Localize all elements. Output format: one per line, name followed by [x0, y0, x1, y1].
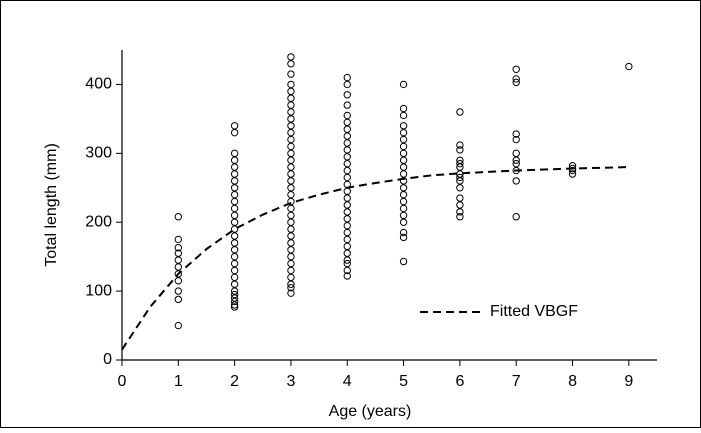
point: [399, 111, 408, 120]
x-tick-label: 1: [174, 373, 183, 390]
point: [512, 78, 520, 87]
point: [456, 108, 464, 116]
x-tick-label: 8: [568, 373, 577, 390]
point: [230, 301, 239, 309]
x-tick-label: 4: [343, 373, 352, 390]
point: [343, 91, 351, 99]
point: [568, 170, 577, 178]
point: [230, 303, 239, 311]
x-tick-label: 0: [118, 373, 127, 390]
x-tick-label: 9: [624, 373, 633, 390]
point: [287, 60, 295, 68]
x-tick-label: 2: [230, 373, 239, 390]
point: [174, 235, 183, 244]
y-tick-label: 100: [85, 282, 112, 299]
y-tick-label: 200: [85, 213, 112, 230]
point: [512, 130, 520, 138]
point: [512, 177, 520, 185]
point: [174, 244, 183, 252]
point: [287, 280, 295, 288]
point: [456, 208, 464, 216]
point: [625, 62, 633, 71]
y-tick-label: 400: [85, 76, 112, 93]
x-tick-label: 7: [512, 373, 521, 390]
y-axis-label: Total length (mm): [43, 143, 60, 267]
point: [512, 75, 520, 83]
x-axis-label: Age (years): [329, 403, 412, 420]
point: [456, 159, 464, 168]
point: [287, 289, 295, 297]
point: [399, 257, 408, 266]
point: [287, 70, 295, 78]
point: [174, 287, 183, 295]
point: [230, 128, 239, 137]
y-tick-label: 0: [103, 351, 112, 368]
point: [512, 156, 520, 164]
point: [174, 213, 183, 221]
point: [399, 218, 408, 226]
x-tick-label: 3: [286, 373, 295, 390]
point: [568, 166, 577, 175]
x-tick-label: 6: [455, 373, 464, 390]
y-tick-label: 300: [85, 145, 112, 162]
point: [456, 141, 464, 149]
point: [287, 283, 295, 292]
point: [343, 101, 351, 109]
point: [399, 80, 408, 89]
point: [343, 80, 351, 89]
point: [399, 233, 408, 242]
point: [174, 277, 183, 285]
point: [512, 65, 520, 73]
point: [343, 256, 351, 264]
point: [343, 272, 351, 280]
point: [456, 146, 464, 154]
legend-label: Fitted VBGF: [490, 303, 578, 320]
point: [174, 295, 183, 304]
point: [456, 184, 464, 192]
point: [456, 173, 464, 182]
point: [230, 297, 239, 306]
point: [512, 213, 520, 221]
point: [456, 213, 464, 221]
point: [174, 321, 183, 330]
point: [512, 135, 520, 144]
point: [343, 266, 351, 275]
x-tick-label: 5: [399, 373, 408, 390]
point: [399, 228, 408, 237]
